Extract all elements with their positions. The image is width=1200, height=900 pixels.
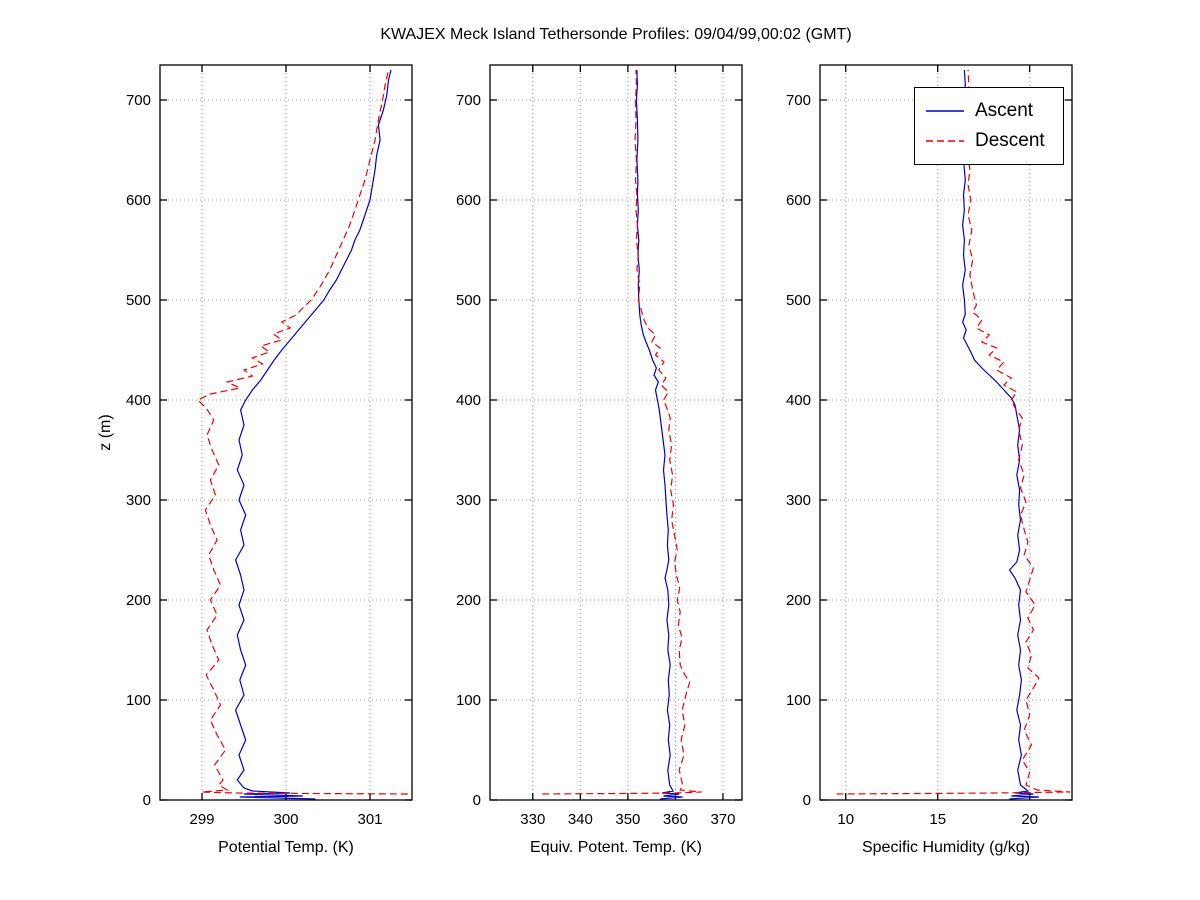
- y-tick-label: 200: [456, 592, 481, 609]
- axes-box: [489, 64, 743, 801]
- x-tick-label: 10: [837, 811, 854, 828]
- y-tick-label: 300: [786, 492, 811, 509]
- series-descent-line: [542, 69, 702, 795]
- x-tick-label: 20: [1021, 811, 1038, 828]
- y-tick-label: 400: [126, 392, 151, 409]
- legend-label: Ascent: [975, 100, 1034, 121]
- chart-title: KWAJEX Meck Island Tethersonde Profiles:…: [380, 26, 852, 43]
- y-tick-label: 400: [786, 392, 811, 409]
- y-tick-label: 200: [126, 592, 151, 609]
- axes-box: [819, 64, 1073, 801]
- y-tick-label: 100: [786, 692, 811, 709]
- y-tick-label: 600: [126, 192, 151, 209]
- legend-line-sample: [926, 110, 964, 112]
- y-tick-label: 600: [786, 192, 811, 209]
- x-axis-label: Equiv. Potent. Temp. (K): [530, 839, 702, 856]
- y-tick-label: 100: [456, 692, 481, 709]
- legend-label: Descent: [975, 130, 1045, 151]
- legend-item-descent: Descent: [915, 126, 1063, 156]
- x-axis-label: Potential Temp. (K): [218, 839, 354, 856]
- y-tick-label: 300: [126, 492, 151, 509]
- legend-line-sample: [926, 140, 964, 142]
- x-axis-label: Specific Humidity (g/kg): [862, 839, 1030, 856]
- y-tick-label: 200: [786, 592, 811, 609]
- series-ascent-line: [961, 69, 1039, 800]
- x-tick-label: 350: [615, 811, 640, 828]
- y-tick-label: 0: [143, 792, 151, 809]
- y-tick-label: 100: [126, 692, 151, 709]
- y-axis-label: z (m): [97, 414, 114, 450]
- y-tick-label: 600: [456, 192, 481, 209]
- series-ascent-line: [234, 69, 392, 800]
- panel-2: 330 340 350 360 370 0 100 200 300 400 500 600 700 Equ…: [456, 64, 743, 856]
- y-tick-label: 300: [456, 492, 481, 509]
- series-ascent-line: [635, 69, 683, 800]
- y-tick-label: 700: [126, 92, 151, 109]
- y-tick-label: 0: [473, 792, 481, 809]
- x-tick-label: 299: [189, 811, 214, 828]
- y-tick-label: 700: [456, 92, 481, 109]
- y-tick-label: 400: [456, 392, 481, 409]
- x-tick-label: 15: [929, 811, 946, 828]
- y-tick-label: 700: [786, 92, 811, 109]
- y-tick-label: 500: [456, 292, 481, 309]
- series-descent-line: [836, 69, 1071, 795]
- y-tick-label: 500: [786, 292, 811, 309]
- y-tick-label: 0: [803, 792, 811, 809]
- x-tick-label: 301: [357, 811, 382, 828]
- x-tick-label: 360: [663, 811, 688, 828]
- x-tick-label: 370: [710, 811, 735, 828]
- legend-item-ascent: Ascent: [915, 96, 1063, 126]
- series-descent-line: [196, 69, 408, 795]
- panel-1: 299 300 301 0 100 200 300 400 500 600 700 Potential…: [126, 64, 413, 856]
- x-tick-label: 340: [568, 811, 593, 828]
- y-tick-label: 500: [126, 292, 151, 309]
- x-tick-label: 330: [520, 811, 545, 828]
- x-tick-label: 300: [273, 811, 298, 828]
- legend: Ascent Descent: [914, 87, 1064, 165]
